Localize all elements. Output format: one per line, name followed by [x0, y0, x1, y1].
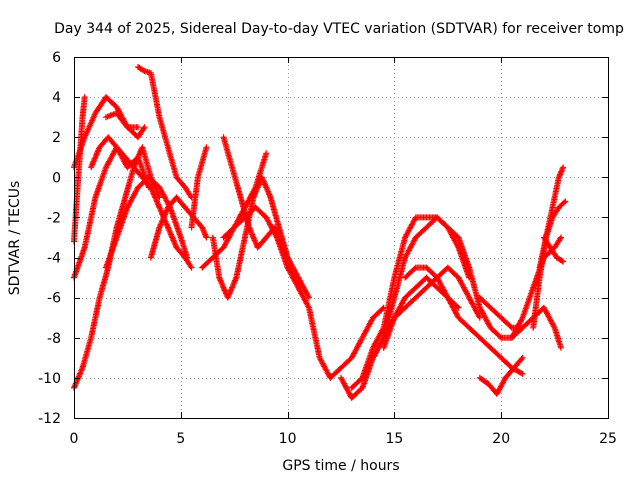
chart-title: Day 344 of 2025, Sidereal Day-to-day VTE…	[54, 21, 624, 37]
series-track-5	[88, 134, 195, 271]
x-tick-labels: 0 5 10 15 20 25	[70, 431, 617, 447]
marker-trail	[135, 64, 195, 201]
series-track-6	[103, 174, 191, 271]
series-track-26	[540, 234, 567, 265]
y-tick-label: -8	[47, 331, 61, 347]
series-track-7	[103, 110, 148, 141]
marker-trail	[103, 174, 191, 271]
x-axis-label: GPS time / hours	[282, 458, 399, 474]
marker-trail	[188, 144, 210, 231]
series-track-20	[402, 264, 526, 377]
marker-trail	[370, 214, 526, 361]
y-tick-label: -10	[38, 371, 61, 387]
series-track-19	[370, 214, 526, 361]
y-tick-label: -12	[38, 411, 61, 427]
y-tick-label: -4	[47, 251, 61, 267]
plot-frame	[74, 57, 609, 419]
y-tick-label: 4	[52, 90, 61, 106]
marker-trail	[88, 134, 195, 271]
y-tick-label: -2	[47, 210, 61, 226]
y-tick-label: 6	[52, 50, 61, 66]
y-tick-labels: -12 -10 -8 -6 -4 -2 0 2 4 6	[38, 50, 61, 427]
y-tick-label: 2	[52, 130, 61, 146]
x-tick-label: 0	[70, 431, 79, 447]
series-track-8	[135, 64, 195, 201]
x-tick-label: 5	[176, 431, 185, 447]
y-tick-label: 0	[52, 170, 61, 186]
x-tick-label: 10	[279, 431, 297, 447]
series-track-21	[476, 354, 526, 397]
y-axis-label: SDTVAR / TECUs	[7, 181, 23, 296]
grid-lines	[74, 57, 608, 418]
y-tick-label: -6	[47, 291, 61, 307]
marker-trail	[402, 264, 526, 377]
axis-ticks	[74, 57, 609, 419]
x-tick-label: 15	[385, 431, 403, 447]
series-track-10	[188, 144, 210, 231]
series-track-15	[284, 264, 387, 381]
marker-trail	[540, 234, 567, 265]
marker-trail	[103, 110, 148, 141]
x-tick-label: 20	[492, 431, 510, 447]
marker-trail	[284, 264, 387, 381]
x-tick-label: 25	[599, 431, 617, 447]
marker-trail	[476, 354, 526, 397]
